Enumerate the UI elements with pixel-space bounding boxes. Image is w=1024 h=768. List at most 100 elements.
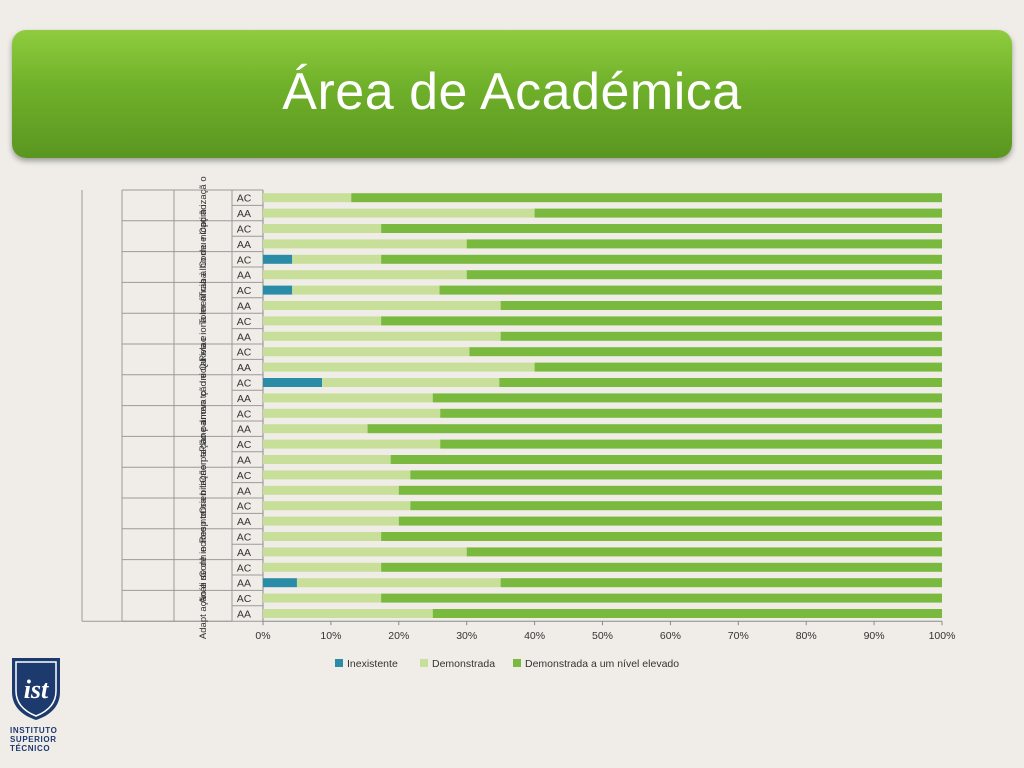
bar-segment-elevado (390, 455, 943, 464)
bar-segment-demonstrada (263, 362, 535, 372)
bar-segment-elevado (466, 239, 942, 249)
bar-segment-demonstrada (263, 562, 382, 572)
legend-swatch (420, 659, 428, 667)
row-label: AA (237, 485, 251, 497)
bar-segment-demonstrada (263, 393, 433, 403)
row-label: AA (237, 578, 251, 590)
bar-segment-demonstrada (263, 516, 399, 526)
category-label: Orien tação pa (198, 451, 209, 514)
bar-segment-elevado (381, 593, 942, 603)
bar-segment-demonstrada (263, 609, 433, 618)
bar-segment-inexistente (263, 578, 297, 588)
x-tick-label: 70% (728, 630, 749, 642)
row-label: AA (237, 393, 251, 405)
bar-segment-demonstrada (263, 347, 470, 357)
bar-segment-inexistente (263, 378, 323, 387)
category-label: Toler ância à (198, 270, 209, 325)
svg-text:ist: ist (24, 675, 49, 704)
legend-swatch (513, 659, 521, 667)
bar-segment-demonstrada (263, 301, 501, 310)
slide-title: Área de Académica (282, 63, 742, 121)
x-tick-label: 20% (388, 630, 409, 642)
bar-segment-elevado (381, 562, 942, 572)
row-label: AC (237, 470, 252, 482)
row-label: AC (237, 439, 252, 451)
row-label: AA (237, 609, 251, 621)
bar-segment-elevado (398, 516, 942, 526)
logo-line: SUPERIOR (10, 735, 57, 744)
bar-segment-demonstrada (263, 331, 501, 341)
bar-segment-elevado (534, 362, 942, 372)
bar-segment-elevado (381, 532, 942, 541)
row-label: AA (237, 547, 251, 559)
bar-segment-demonstrada (263, 208, 535, 218)
legend-label: Demonstrada a um nível elevado (525, 658, 679, 670)
row-label: AA (237, 208, 251, 220)
bar-segment-demonstrada (263, 547, 467, 557)
x-tick-label: 40% (524, 630, 545, 642)
x-tick-label: 100% (929, 630, 956, 642)
bar-segment-elevado (499, 378, 942, 387)
bar-segment-demonstrada (292, 254, 382, 264)
bar-segment-demonstrada (296, 578, 501, 588)
logo-line: TÉCNICO (10, 744, 51, 753)
bar-segment-elevado (440, 408, 942, 418)
category-label: Optim izaçã o (198, 176, 209, 234)
category-label: Relac iona men (198, 296, 209, 362)
bar-segment-demonstrada (263, 593, 382, 603)
category-label: Iniciat iva e (198, 336, 209, 384)
bar-segment-demonstrada (292, 285, 440, 295)
bar-segment-demonstrada (263, 408, 441, 418)
row-label: AA (237, 362, 251, 374)
bar-segment-elevado (500, 331, 942, 341)
category-label: Comu nicaç ão (198, 205, 209, 268)
bar-segment-demonstrada (263, 316, 382, 326)
legend-swatch (335, 659, 343, 667)
row-label: AC (237, 193, 252, 205)
bar-segment-inexistente (263, 285, 293, 295)
row-label: AC (237, 532, 252, 544)
category-label: Resp onsa bili (198, 484, 209, 544)
row-label: AC (237, 408, 252, 420)
bar-segment-elevado (381, 254, 942, 264)
bar-segment-demonstrada (322, 378, 500, 387)
row-label: AC (237, 501, 252, 513)
bar-segment-elevado (381, 316, 942, 326)
title-banner: Área de Académica (12, 30, 1012, 158)
row-label: AA (237, 516, 251, 528)
row-label: AA (237, 455, 251, 467)
bar-segment-elevado (500, 301, 942, 310)
row-label: AC (237, 254, 252, 266)
bar-segment-elevado (439, 285, 942, 295)
row-label: AC (237, 347, 252, 359)
row-label: AA (237, 270, 251, 282)
category-label: Inova ção e Qu (198, 358, 209, 422)
category-label: Adapt ação e m (198, 572, 209, 639)
bar-segment-elevado (367, 424, 942, 434)
bar-segment-demonstrada (263, 501, 411, 511)
category-label: Traba lho de e (198, 237, 209, 298)
category-label: Orien tação pa (198, 420, 209, 483)
x-tick-label: 50% (592, 630, 613, 642)
bar-segment-demonstrada (263, 532, 382, 541)
bar-segment-demonstrada (263, 470, 411, 480)
row-label: AC (237, 316, 252, 328)
row-label: AA (237, 424, 251, 436)
logo-line: INSTITUTO (10, 726, 58, 735)
row-label: AA (237, 301, 251, 313)
x-tick-label: 80% (796, 630, 817, 642)
x-tick-label: 90% (864, 630, 885, 642)
bar-segment-demonstrada (263, 270, 467, 280)
bar-segment-elevado (500, 578, 942, 588)
bar-segment-demonstrada (263, 224, 382, 233)
ist-logo: ist INSTITUTO SUPERIOR TÉCNICO (10, 656, 62, 760)
legend-label: Inexistente (347, 658, 398, 670)
bar-segment-elevado (381, 224, 942, 233)
row-label: AC (237, 562, 252, 574)
category-label: Conh ecime nto (198, 511, 209, 578)
row-label: AC (237, 224, 252, 236)
legend-label: Demonstrada (432, 658, 495, 670)
bar-segment-elevado (410, 501, 942, 511)
bar-segment-elevado (534, 208, 942, 218)
